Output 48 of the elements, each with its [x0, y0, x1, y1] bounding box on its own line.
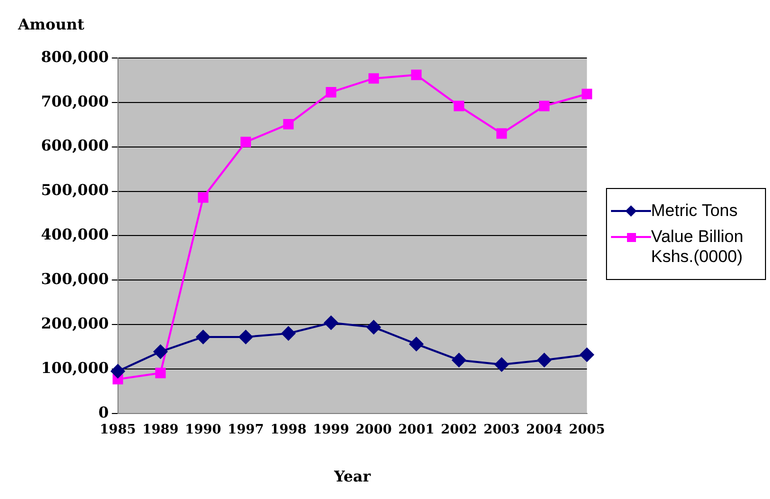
point: [582, 88, 592, 100]
y-tick-label: 500,000: [40, 181, 109, 200]
x-tick-label: 2003: [484, 422, 520, 438]
point: [366, 320, 381, 334]
y-tick-label: 400,000: [40, 226, 109, 244]
x-tick-label: 1997: [228, 422, 264, 438]
point: [155, 368, 166, 378]
point: [494, 358, 509, 372]
y-tick-label: 300,000: [40, 270, 109, 288]
point: [240, 136, 252, 148]
y-axis-title: Amount: [17, 15, 84, 34]
point: [196, 330, 210, 344]
y-tick-label: 100,000: [40, 358, 109, 377]
y-tick-label: 800,000: [40, 48, 109, 66]
point: [281, 326, 296, 340]
x-tick-label: 2005: [568, 422, 606, 438]
x-tick-label: 2001: [398, 422, 434, 438]
point: [409, 337, 424, 352]
legend-label: Value Billion Kshs.(0000): [651, 227, 744, 267]
x-tick-label: 2002: [440, 422, 478, 438]
x-tick-label: 2004: [526, 422, 562, 438]
point: [537, 353, 552, 368]
x-tick-label: 1999: [312, 422, 350, 438]
point: [238, 330, 253, 344]
point: [580, 348, 594, 362]
x-tick-label: 1990: [185, 422, 222, 438]
point: [283, 118, 294, 130]
x-tick-label: 1989: [142, 422, 179, 438]
y-tick-label: 0: [98, 403, 109, 422]
x-axis-title: Year: [333, 467, 372, 486]
point: [153, 344, 168, 359]
y-tick-label: 600,000: [40, 136, 109, 155]
point: [454, 100, 464, 112]
point: [496, 128, 507, 139]
point: [411, 70, 422, 80]
point: [452, 353, 466, 368]
point: [326, 86, 336, 98]
point: [368, 73, 379, 84]
y-tick-label: 700,000: [40, 92, 109, 110]
point: [110, 364, 125, 378]
point: [198, 192, 208, 203]
y-tick-label: 200,000: [40, 314, 109, 332]
x-tick-label: 1985: [100, 422, 136, 438]
point: [539, 100, 550, 112]
legend-label: Metric Tons: [651, 201, 738, 221]
x-tick-label: 2000: [356, 422, 392, 438]
x-tick-label: 1998: [270, 422, 307, 438]
point: [324, 316, 338, 330]
